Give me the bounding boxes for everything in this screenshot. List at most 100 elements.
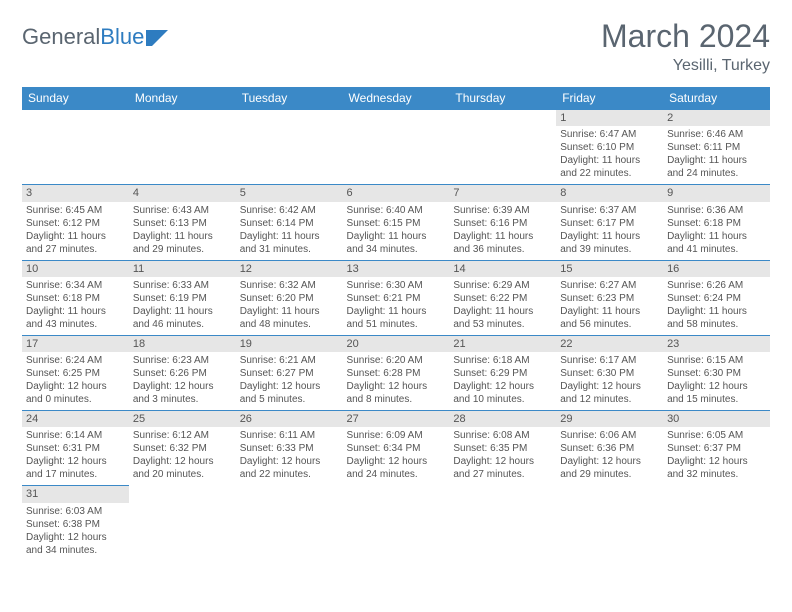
day-number: 31 [22,486,129,502]
calendar-cell: 31Sunrise: 6:03 AMSunset: 6:38 PMDayligh… [22,486,129,561]
day-number: 6 [343,185,450,201]
cell-line: Sunset: 6:27 PM [240,367,339,380]
calendar-cell: 27Sunrise: 6:09 AMSunset: 6:34 PMDayligh… [343,411,450,486]
cell-line: Sunset: 6:20 PM [240,292,339,305]
cell-line: and 56 minutes. [560,318,659,331]
logo-flag-icon [146,28,172,46]
day-number [236,110,343,126]
day-number [236,486,343,502]
day-number: 11 [129,261,236,277]
cell-line: Sunrise: 6:33 AM [133,279,232,292]
calendar-cell: 7Sunrise: 6:39 AMSunset: 6:16 PMDaylight… [449,185,556,260]
cell-line: Daylight: 12 hours [26,531,125,544]
cell-line: Daylight: 11 hours [26,230,125,243]
cell-line: and 24 minutes. [347,468,446,481]
cell-line: Sunrise: 6:15 AM [667,354,766,367]
cell-line: Sunset: 6:13 PM [133,217,232,230]
cell-line: and 58 minutes. [667,318,766,331]
cell-line: Sunset: 6:25 PM [26,367,125,380]
day-number: 5 [236,185,343,201]
calendar-row: 17 Sunrise: 6:24 AMSunset: 6:25 PM Dayligh… [22,335,770,410]
weekday-header-row: Sunday Monday Tuesday Wednesday Thursday… [22,87,770,110]
cell-line: and 12 minutes. [560,393,659,406]
cell-line: Sunset: 6:26 PM [133,367,232,380]
calendar-cell: 8Sunrise: 6:37 AMSunset: 6:17 PMDaylight… [556,185,663,260]
calendar-row: 24Sunrise: 6:14 AMSunset: 6:31 PMDayligh… [22,411,770,486]
cell-line: and 27 minutes. [453,468,552,481]
calendar-cell: 17Sunrise: 6:24 AMSunset: 6:25 PMDayligh… [22,335,129,410]
cell-line: and 36 minutes. [453,243,552,256]
day-number: 14 [449,261,556,277]
cell-line: Daylight: 12 hours [560,455,659,468]
day-number: 7 [449,185,556,201]
cell-line: Sunrise: 6:06 AM [560,429,659,442]
weekday-wednesday: Wednesday [343,87,450,110]
cell-line: Sunset: 6:29 PM [453,367,552,380]
day-number: 17 [22,336,129,352]
cell-line: Sunset: 6:12 PM [26,217,125,230]
calendar-table: Sunday Monday Tuesday Wednesday Thursday… [22,87,770,561]
month-title: March 2024 [601,18,770,55]
calendar-cell: 1Sunrise: 6:47 AMSunset: 6:10 PMDaylight… [556,110,663,185]
calendar-cell [663,486,770,561]
cell-line: Sunset: 6:21 PM [347,292,446,305]
cell-line: Sunrise: 6:12 AM [133,429,232,442]
cell-line: Sunset: 6:31 PM [26,442,125,455]
day-number [663,486,770,502]
cell-line: and 10 minutes. [453,393,552,406]
day-number: 16 [663,261,770,277]
cell-line: and 32 minutes. [667,468,766,481]
day-number [449,486,556,502]
calendar-cell: 25Sunrise: 6:12 AMSunset: 6:32 PMDayligh… [129,411,236,486]
weekday-monday: Monday [129,87,236,110]
calendar-cell: 30Sunrise: 6:05 AMSunset: 6:37 PMDayligh… [663,411,770,486]
cell-line: Sunrise: 6:08 AM [453,429,552,442]
location: Yesilli, Turkey [601,57,770,75]
calendar-cell: 3Sunrise: 6:45 AMSunset: 6:12 PMDaylight… [22,185,129,260]
cell-line: and 39 minutes. [560,243,659,256]
day-number: 21 [449,336,556,352]
cell-line: and 41 minutes. [667,243,766,256]
cell-line: Sunset: 6:16 PM [453,217,552,230]
day-number [129,486,236,502]
cell-line: Daylight: 12 hours [133,380,232,393]
cell-line: Sunrise: 6:30 AM [347,279,446,292]
cell-line: and 0 minutes. [26,393,125,406]
cell-line: and 3 minutes. [133,393,232,406]
calendar-body: 1Sunrise: 6:47 AMSunset: 6:10 PMDaylight… [22,110,770,561]
cell-line: and 34 minutes. [26,544,125,557]
cell-line: Daylight: 11 hours [667,305,766,318]
calendar-cell: 14Sunrise: 6:29 AMSunset: 6:22 PMDayligh… [449,260,556,335]
calendar-cell: 20Sunrise: 6:20 AMSunset: 6:28 PMDayligh… [343,335,450,410]
cell-line: Sunrise: 6:23 AM [133,354,232,367]
day-number: 8 [556,185,663,201]
calendar-cell [343,486,450,561]
day-number [343,110,450,126]
day-number [129,110,236,126]
cell-line: Daylight: 11 hours [453,305,552,318]
cell-line: Daylight: 12 hours [240,380,339,393]
cell-line: Daylight: 12 hours [453,455,552,468]
cell-line: and 5 minutes. [240,393,339,406]
cell-line: and 53 minutes. [453,318,552,331]
day-number: 29 [556,411,663,427]
day-number: 20 [343,336,450,352]
cell-line: Sunrise: 6:27 AM [560,279,659,292]
day-number [449,110,556,126]
cell-line: Daylight: 12 hours [667,380,766,393]
cell-line: Sunset: 6:30 PM [560,367,659,380]
cell-line: Sunset: 6:36 PM [560,442,659,455]
cell-line: Sunset: 6:19 PM [133,292,232,305]
cell-line: Daylight: 11 hours [667,230,766,243]
cell-line: Sunset: 6:23 PM [560,292,659,305]
cell-line: Sunrise: 6:37 AM [560,204,659,217]
weekday-tuesday: Tuesday [236,87,343,110]
cell-line: Daylight: 11 hours [26,305,125,318]
cell-line: Sunset: 6:18 PM [26,292,125,305]
calendar-cell: 11Sunrise: 6:33 AMSunset: 6:19 PMDayligh… [129,260,236,335]
cell-line: Daylight: 11 hours [240,305,339,318]
cell-line: Sunrise: 6:34 AM [26,279,125,292]
cell-line: Sunrise: 6:24 AM [26,354,125,367]
calendar-cell: 15Sunrise: 6:27 AMSunset: 6:23 PMDayligh… [556,260,663,335]
weekday-saturday: Saturday [663,87,770,110]
